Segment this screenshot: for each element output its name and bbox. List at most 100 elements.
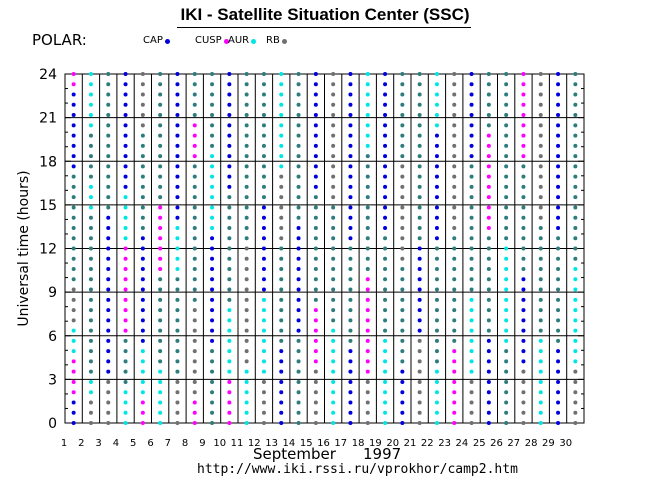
data-point (452, 369, 457, 374)
data-point (331, 102, 336, 107)
data-point (313, 369, 318, 374)
data-point (400, 102, 405, 107)
data-point (504, 308, 509, 313)
data-point (331, 390, 336, 395)
data-point (192, 133, 197, 138)
data-point (400, 328, 405, 333)
data-point (331, 410, 336, 415)
data-point (348, 184, 353, 189)
data-point (210, 277, 215, 282)
data-point (521, 256, 526, 261)
data-point (573, 267, 578, 272)
data-point (538, 328, 543, 333)
data-point (434, 421, 439, 425)
data-point (486, 164, 491, 169)
data-point (175, 174, 180, 179)
data-point (261, 349, 266, 354)
data-point (106, 174, 111, 179)
data-point (227, 328, 232, 333)
data-point (261, 328, 266, 333)
data-point (469, 82, 474, 87)
data-point (296, 164, 301, 169)
data-point (400, 318, 405, 323)
data-point (331, 287, 336, 292)
data-point (123, 390, 128, 395)
data-point (192, 174, 197, 179)
data-point (556, 184, 561, 189)
data-point (365, 267, 370, 272)
data-point (521, 195, 526, 200)
data-point (573, 236, 578, 241)
data-point (106, 225, 111, 230)
data-point (556, 318, 561, 323)
data-point (296, 154, 301, 159)
data-point (348, 308, 353, 313)
data-point (573, 287, 578, 292)
data-point (573, 359, 578, 364)
data-point (383, 246, 388, 251)
data-point (452, 195, 457, 200)
data-point (123, 195, 128, 200)
data-point (504, 82, 509, 87)
data-point (106, 287, 111, 292)
data-point (556, 421, 561, 425)
data-point (504, 72, 509, 76)
data-point (175, 379, 180, 384)
data-point (175, 82, 180, 87)
day-column-13 (279, 72, 284, 425)
data-point (227, 143, 232, 148)
day-column-2 (88, 72, 93, 425)
data-point (452, 154, 457, 159)
legend-marker-cusp (223, 39, 229, 44)
data-point (296, 400, 301, 405)
data-point (279, 205, 284, 210)
x-tick-label: 6 (147, 438, 153, 449)
data-point (538, 184, 543, 189)
data-point (452, 349, 457, 354)
data-point (88, 164, 93, 169)
data-point (261, 267, 266, 272)
data-point (296, 72, 301, 76)
data-point (417, 308, 422, 313)
data-point (227, 410, 232, 415)
x-tick-label: 28 (525, 438, 538, 449)
data-point (365, 400, 370, 405)
data-point (210, 236, 215, 241)
data-point (71, 256, 76, 261)
data-point (538, 215, 543, 220)
data-point (244, 113, 249, 118)
data-point (192, 379, 197, 384)
data-point (383, 123, 388, 128)
data-point (244, 390, 249, 395)
legend-label-cap: CAP (143, 35, 163, 46)
data-point (279, 267, 284, 272)
data-point (504, 369, 509, 374)
data-point (400, 267, 405, 272)
day-column-25 (486, 72, 491, 425)
data-point (348, 287, 353, 292)
source-url: http://www.iki.rssi.ru/vprokhor/camp2.ht… (197, 462, 518, 477)
data-point (486, 338, 491, 343)
data-point (244, 215, 249, 220)
x-tick-label: 21 (404, 438, 417, 449)
x-tick-label: 26 (490, 438, 503, 449)
data-point (538, 225, 543, 230)
data-point (348, 410, 353, 415)
data-point (261, 369, 266, 374)
data-point (123, 143, 128, 148)
data-point (88, 267, 93, 272)
data-point (556, 277, 561, 282)
data-point (348, 256, 353, 261)
data-point (88, 215, 93, 220)
data-point (573, 195, 578, 200)
data-point (400, 410, 405, 415)
day-column-29 (556, 72, 561, 425)
data-point (417, 390, 422, 395)
data-point (331, 215, 336, 220)
data-point (469, 205, 474, 210)
data-point (210, 215, 215, 220)
data-point (383, 72, 388, 76)
data-point (244, 267, 249, 272)
data-point (244, 318, 249, 323)
data-point (313, 133, 318, 138)
